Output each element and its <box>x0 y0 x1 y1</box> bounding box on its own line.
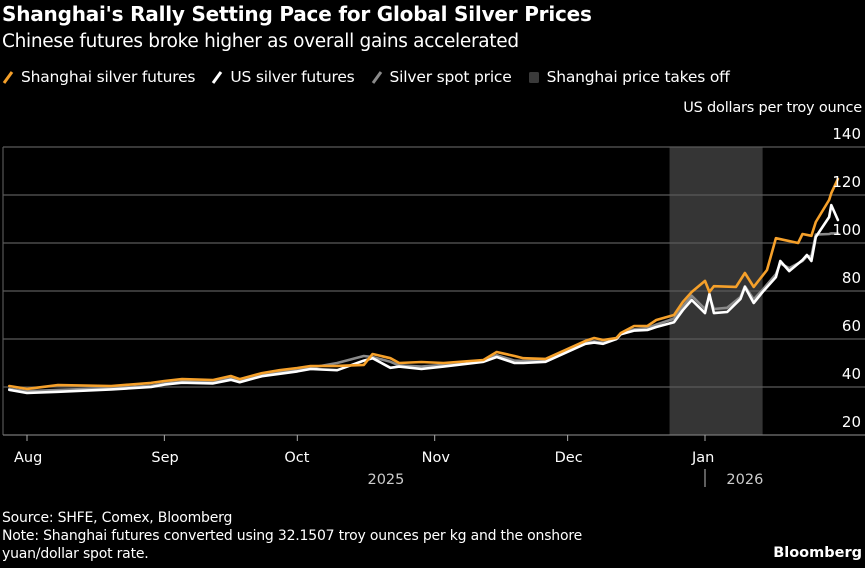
shanghai-futures-line <box>8 177 840 391</box>
y-tick-label: 100 <box>832 221 861 239</box>
legend-label: Silver spot price <box>389 68 512 86</box>
x-tick-label: Dec <box>555 450 583 466</box>
chart-subtitle: Chinese futures broke higher as overall … <box>2 31 519 52</box>
y-tick-label: 80 <box>842 269 861 287</box>
y-tick-label: 60 <box>842 317 861 335</box>
bloomberg-logo: Bloomberg <box>773 545 862 561</box>
x-tick-label: Aug <box>14 450 42 466</box>
y-axis-unit-label: US dollars per troy ounce <box>683 100 862 116</box>
us-futures-line <box>8 203 840 395</box>
gray-line-icon <box>371 71 382 84</box>
year-label: 2026 <box>726 472 763 488</box>
y-tick-label: 140 <box>832 125 861 143</box>
x-tick-label: Jan <box>691 450 714 466</box>
legend-item-spot: Silver spot price <box>371 68 512 86</box>
x-tick-label: Nov <box>422 450 451 466</box>
footnote-line-2: yuan/dollar spot rate. <box>2 546 149 562</box>
legend-label: Shanghai price takes off <box>546 68 730 86</box>
x-tick-label: Sep <box>151 450 178 466</box>
orange-line-icon <box>2 71 14 84</box>
legend-label: US silver futures <box>230 68 355 86</box>
y-tick-label: 20 <box>842 413 861 431</box>
x-tick-label: Oct <box>284 450 309 466</box>
chart-plot: 20 40 60 80 100 120 140 Aug Sep Oct Nov Dec Jan 2025 2… <box>2 125 865 488</box>
legend-item-shaded: Shanghai price takes off <box>528 68 730 86</box>
legend-item-shanghai: Shanghai silver futures <box>2 68 196 86</box>
chart-title: Shanghai's Rally Setting Pace for Global… <box>2 2 592 26</box>
source-note: Source: SHFE, Comex, Bloomberg <box>2 510 233 526</box>
white-line-icon <box>212 71 223 84</box>
legend-label: Shanghai silver futures <box>21 68 196 86</box>
y-tick-label: 120 <box>832 173 861 191</box>
legend: Shanghai silver futures US silver future… <box>2 68 746 86</box>
footer: Source: SHFE, Comex, Bloomberg Note: Sha… <box>2 509 582 563</box>
year-label: 2025 <box>367 472 404 488</box>
shaded-box-icon <box>528 72 539 83</box>
legend-item-us: US silver futures <box>211 68 355 86</box>
footnote-line-1: Note: Shanghai futures converted using 3… <box>2 528 583 544</box>
y-tick-label: 40 <box>842 365 861 383</box>
